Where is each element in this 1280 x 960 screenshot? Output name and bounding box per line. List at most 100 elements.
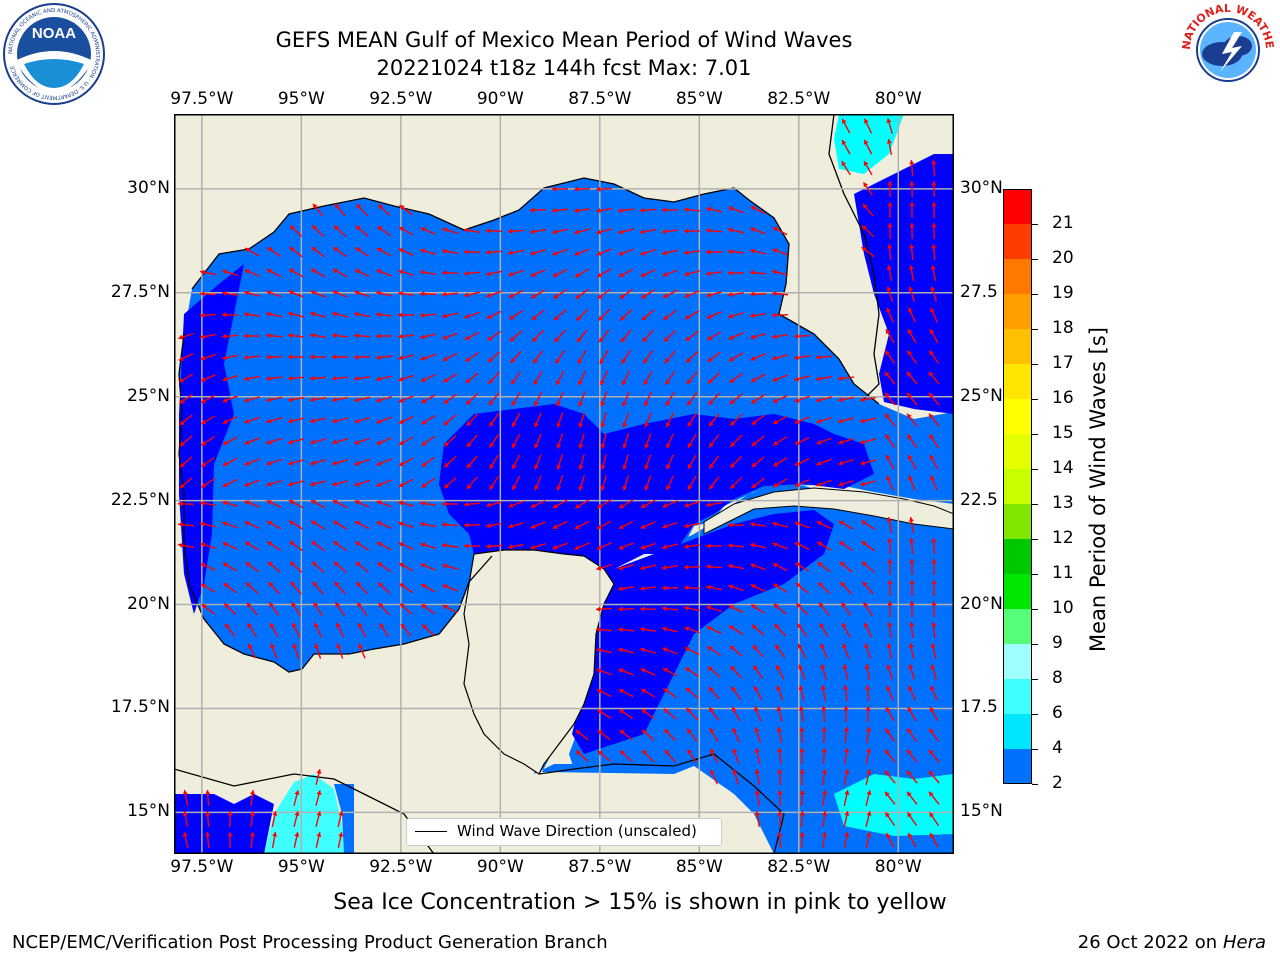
wave-direction-arrow [777,831,783,849]
wave-direction-arrow [288,417,304,424]
wave-direction-arrow [596,647,612,654]
wave-direction-arrow [684,501,700,508]
colorbar-label: Mean Period of Wind Waves [s] [1086,327,1110,652]
wave-direction-arrow [793,354,811,361]
wave-direction-arrow [443,393,457,405]
wave-direction-arrow [222,478,238,488]
wave-direction-arrow [860,459,876,466]
wave-direction-arrow [442,373,458,383]
wave-direction-arrow [643,370,653,386]
wave-direction-arrow [750,248,766,255]
wave-direction-arrow [205,789,211,807]
wave-direction-arrow [843,832,850,848]
chart-title: GEFS MEAN Gulf of Mexico Mean Period of … [275,28,853,52]
wave-direction-arrow [931,180,937,198]
wave-direction-arrow [511,391,521,407]
wave-direction-arrow [205,810,211,828]
colorbar-segment [1003,574,1032,609]
wave-direction-arrow [531,329,545,343]
wave-direction-arrow [353,354,371,360]
wave-direction-arrow [489,454,499,470]
wave-direction-arrow [906,791,918,805]
wave-direction-arrow [333,246,347,258]
wave-direction-arrow [750,353,766,361]
lat-label-right: 15°N [960,801,1003,822]
wave-direction-arrow [596,709,612,719]
wave-direction-arrow [244,521,260,529]
colorbar-tick-mark [1032,434,1038,435]
wave-direction-arrow [666,433,674,449]
wave-direction-arrow [269,622,279,638]
wave-direction-arrow [600,391,608,407]
wave-direction-arrow [310,290,326,298]
wave-direction-arrow [574,542,590,550]
wave-direction-arrow [355,225,369,237]
wave-direction-arrow [728,312,744,319]
legend-label: Wind Wave Direction (unscaled) [457,822,697,840]
wave-direction-arrow [907,832,917,848]
wave-direction-arrow [909,621,915,639]
wave-direction-arrow [909,180,915,198]
wave-direction-arrow [288,499,304,509]
wave-direction-arrow [841,139,851,155]
wave-direction-arrow [622,454,629,470]
wave-direction-arrow [289,561,303,573]
wave-direction-arrow [268,602,280,616]
wave-direction-arrow [222,269,238,277]
wave-direction-arrow [794,562,810,572]
wave-direction-arrow [799,747,805,765]
wave-direction-arrow [750,394,766,404]
wave-direction-arrow [772,226,788,236]
wave-direction-arrow [288,480,304,487]
wave-direction-arrow [642,350,654,364]
wave-direction-arrow [249,789,256,807]
wave-direction-arrow [885,832,895,848]
wave-direction-arrow [376,479,392,487]
wave-direction-arrow [245,582,259,594]
wave-direction-arrow [885,328,895,344]
wave-direction-arrow [310,417,326,424]
wave-direction-arrow [354,500,370,508]
wave-direction-arrow [315,811,322,827]
wave-direction-arrow [354,396,370,403]
wave-direction-arrow [358,643,366,659]
wave-direction-arrow [507,228,525,234]
wave-direction-arrow [822,810,828,828]
wave-direction-arrow [865,748,872,764]
wave-direction-arrow [885,706,895,722]
wave-direction-arrow [617,207,635,214]
wave-direction-arrow [376,395,392,403]
wave-direction-arrow [908,475,916,491]
wave-direction-arrow [353,375,371,382]
wave-direction-arrow [865,705,871,723]
wave-direction-arrow [751,456,765,468]
wave-direction-arrow [816,416,832,424]
wave-direction-arrow [287,354,305,360]
wave-direction-arrow [531,309,545,321]
wave-direction-arrow [640,647,656,654]
wave-direction-arrow [246,602,258,616]
wave-direction-arrow [822,789,828,807]
wave-direction-arrow [752,665,764,679]
wave-direction-arrow [861,561,875,573]
gulf-of-mexico-map [174,114,954,854]
wave-direction-arrow [576,329,588,343]
wave-direction-arrow [794,457,810,467]
wave-direction-arrow [706,646,722,656]
wave-direction-arrow [397,333,415,339]
wave-direction-arrow [182,811,189,827]
wave-direction-arrow [708,686,720,700]
wave-direction-arrow [600,412,608,428]
wave-direction-arrow [661,228,679,234]
wave-direction-arrow [179,393,193,405]
wave-direction-arrow [728,227,744,234]
wave-direction-arrow [398,248,414,256]
wave-direction-arrow [355,561,369,573]
wave-direction-arrow [619,308,633,322]
wave-direction-arrow [597,750,611,762]
colorbar-segment [1003,399,1032,434]
wave-direction-arrow [266,396,282,403]
wave-direction-arrow [863,160,873,176]
wave-direction-arrow [487,330,501,342]
wave-direction-arrow [266,458,282,466]
